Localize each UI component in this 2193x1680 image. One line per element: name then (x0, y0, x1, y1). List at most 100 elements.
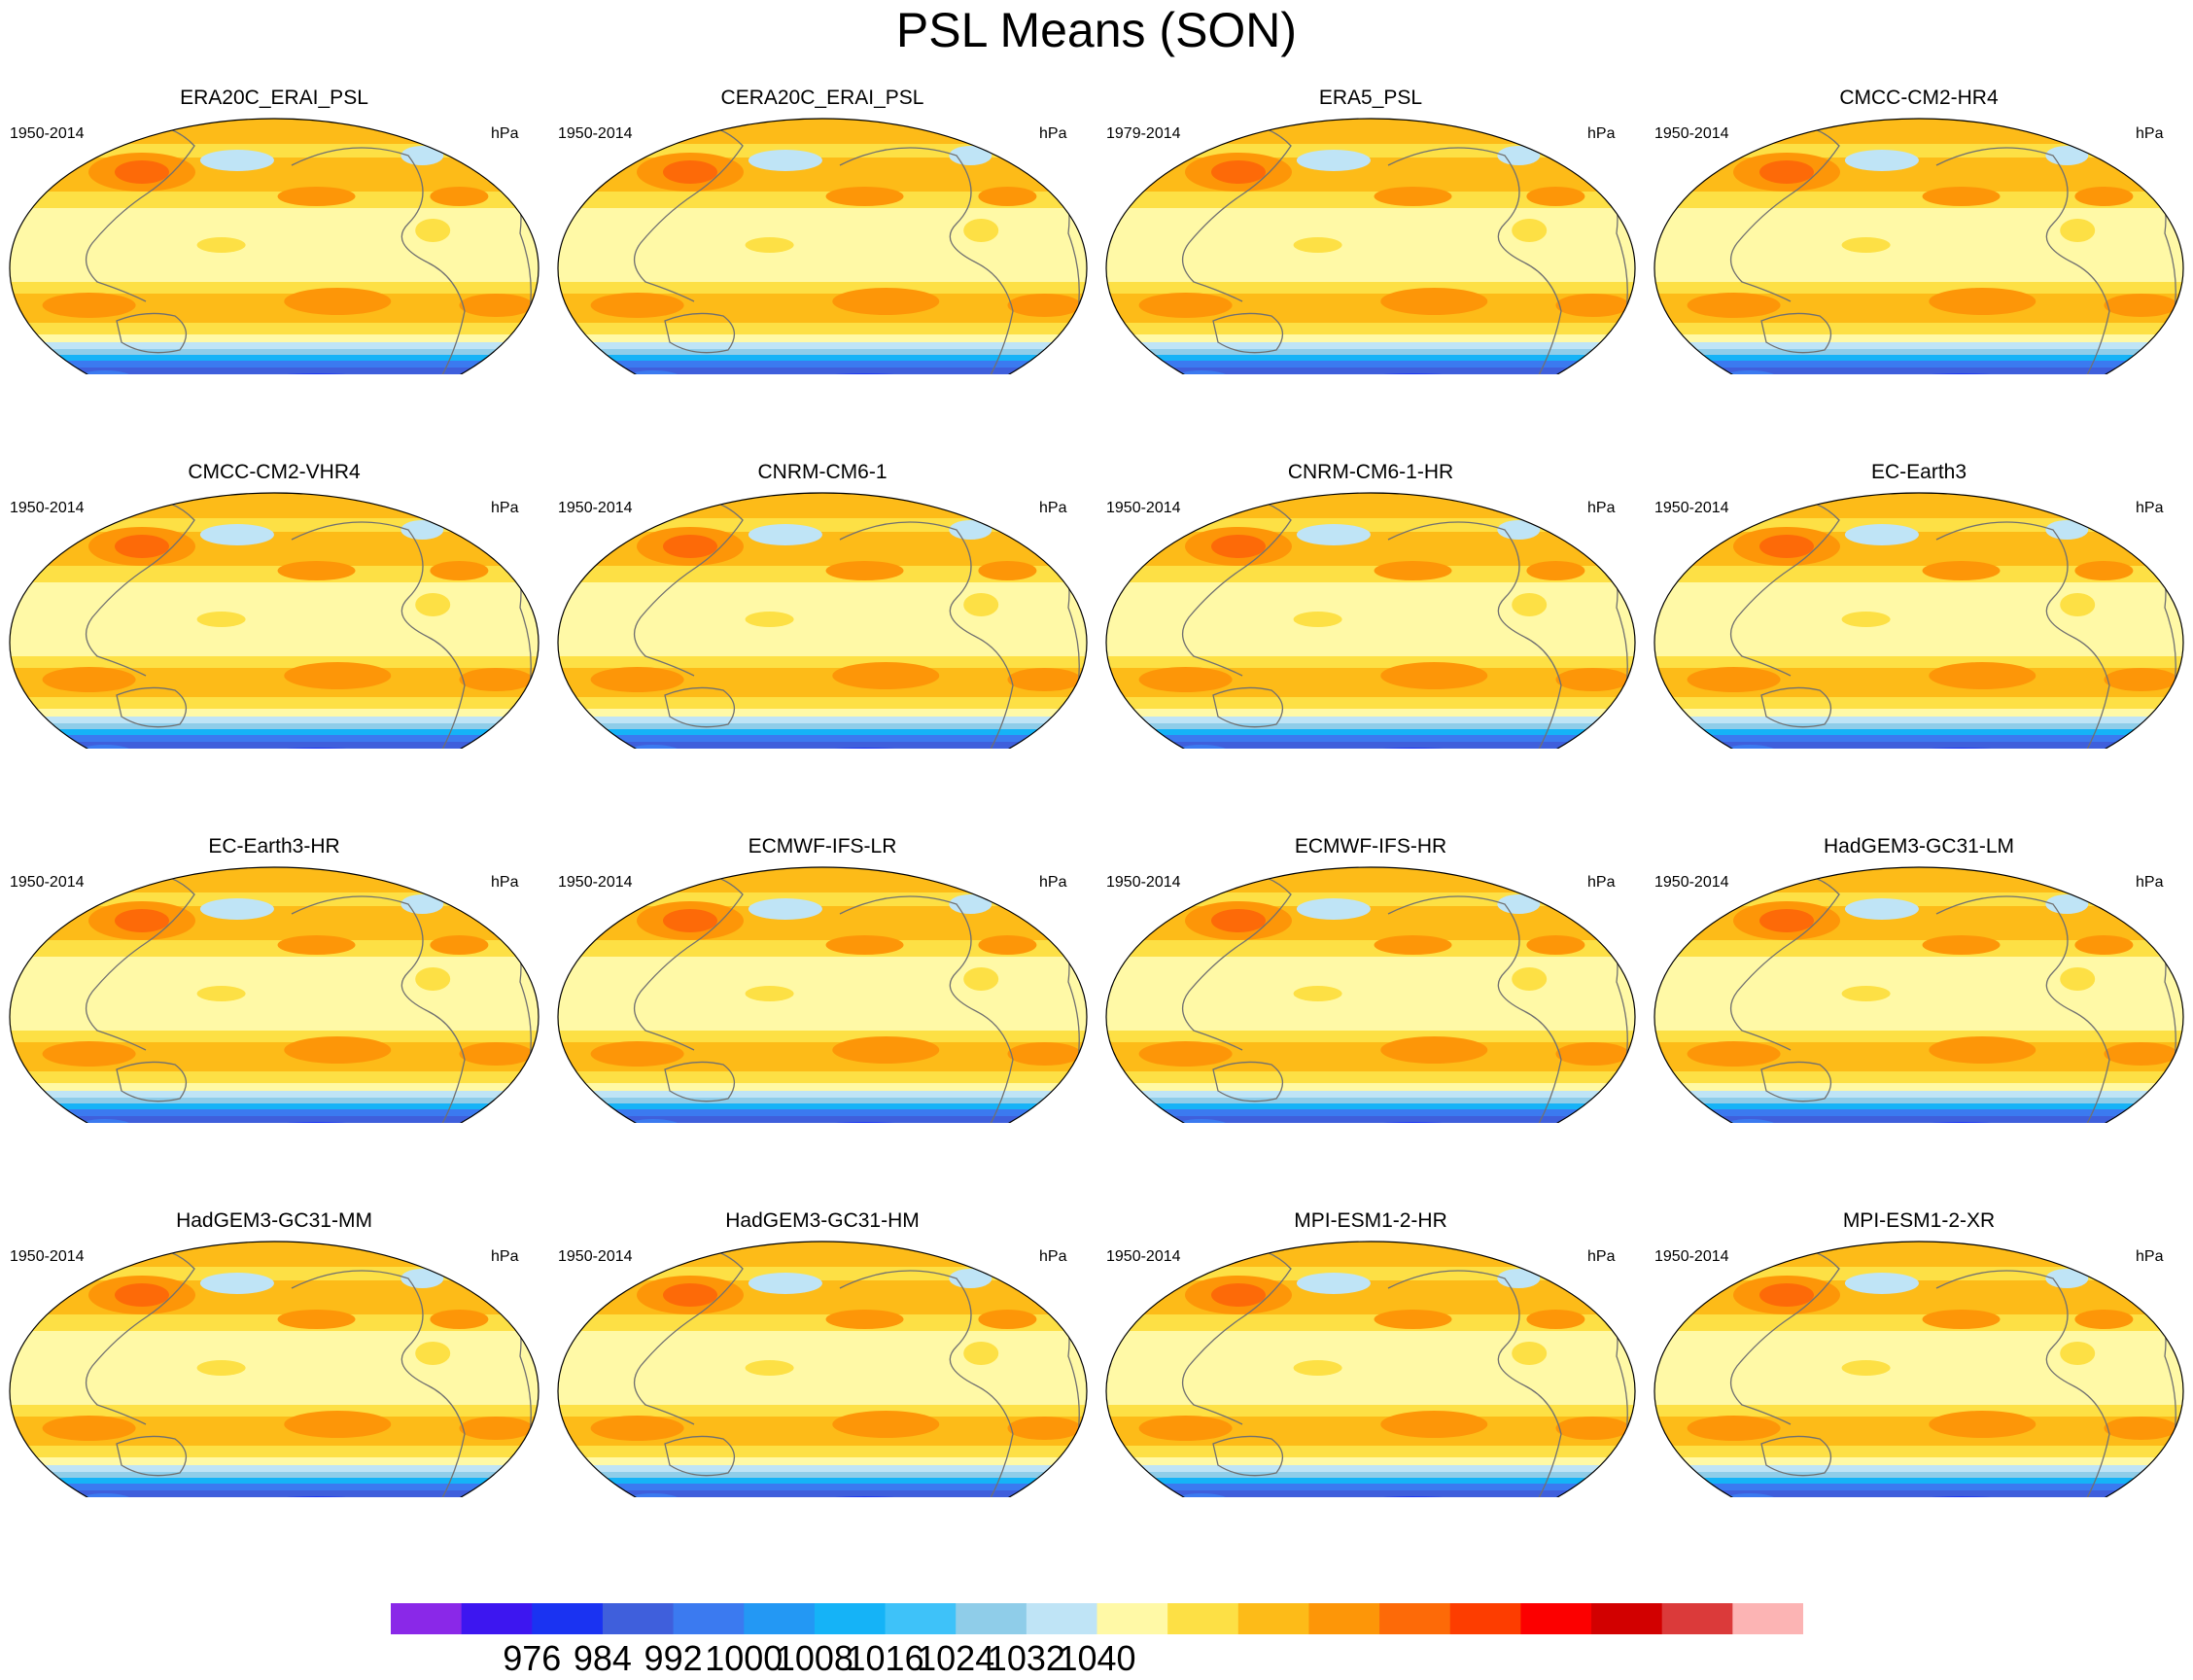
colorbar-label: 1016 (846, 1638, 924, 1678)
panel-units: hPa (1039, 125, 1067, 142)
panel-title: CMCC-CM2-VHR4 (188, 461, 361, 483)
psl-map (9, 492, 540, 749)
panel-title: MPI-ESM1-2-XR (1842, 1209, 1996, 1232)
panel-title: EC-Earth3-HR (208, 835, 340, 858)
panel-units: hPa (2136, 500, 2164, 516)
map-panel: MPI-ESM1-2-XR 1950-2014 hPa (1645, 1123, 2193, 1497)
psl-map (557, 866, 1088, 1123)
colorbar-label: 1040 (1058, 1638, 1136, 1678)
map-panel: HadGEM3-GC31-LM 1950-2014 hPa (1645, 749, 2193, 1123)
map-panel: EC-Earth3 1950-2014 hPa (1645, 374, 2193, 749)
psl-map (557, 492, 1088, 749)
panel-units: hPa (491, 874, 519, 891)
panel-title: HadGEM3-GC31-MM (176, 1209, 372, 1232)
psl-map (1105, 1241, 1636, 1497)
panel-years: 1950-2014 (1106, 874, 1181, 891)
panel-units: hPa (1587, 874, 1616, 891)
panel-title: CNRM-CM6-1-HR (1287, 461, 1454, 483)
colorbar-swatch (1026, 1603, 1097, 1634)
psl-map (1653, 118, 2184, 374)
map-fill (1106, 867, 1635, 1123)
colorbar-swatch (1661, 1603, 1733, 1634)
psl-map (9, 1241, 540, 1497)
map-fill (1106, 493, 1635, 749)
panel-years: 1950-2014 (1654, 500, 1729, 516)
map-fill (1106, 119, 1635, 374)
psl-map (1105, 118, 1636, 374)
colorbar-swatch (602, 1603, 675, 1634)
psl-map (1653, 866, 2184, 1123)
panel-title: MPI-ESM1-2-HR (1294, 1209, 1447, 1232)
map-fill (558, 119, 1087, 374)
colorbar-swatch (814, 1603, 887, 1634)
panel-years: 1950-2014 (10, 874, 85, 891)
colorbar-swatch (1591, 1603, 1663, 1634)
map-panel: CNRM-CM6-1-HR 1950-2014 hPa (1096, 374, 1645, 749)
panel-years: 1950-2014 (1654, 125, 1729, 142)
panel-years: 1950-2014 (10, 500, 85, 516)
map-fill (1654, 867, 2183, 1123)
colorbar-label: 992 (644, 1638, 703, 1678)
psl-map (1105, 866, 1636, 1123)
psl-map (557, 1241, 1088, 1497)
colorbar-swatch (391, 1603, 463, 1634)
colorbar-label: 1008 (775, 1638, 853, 1678)
map-fill (558, 493, 1087, 749)
map-fill (1654, 1242, 2183, 1497)
panel-units: hPa (2136, 125, 2164, 142)
map-panel: EC-Earth3-HR 1950-2014 hPa (0, 749, 548, 1123)
psl-map (1653, 492, 2184, 749)
psl-map (1653, 1241, 2184, 1497)
panel-years: 1950-2014 (558, 125, 633, 142)
map-fill (558, 867, 1087, 1123)
colorbar-swatch (1308, 1603, 1380, 1634)
colorbar-swatch (673, 1603, 745, 1634)
colorbar-swatch (532, 1603, 604, 1634)
map-panel: ECMWF-IFS-LR 1950-2014 hPa (548, 749, 1096, 1123)
panel-years: 1950-2014 (1654, 874, 1729, 891)
colorbar-labels: 976 984 992 1000 1008 1016 1024 1032 104… (391, 1639, 1803, 1678)
colorbar-swatch (1449, 1603, 1521, 1634)
map-fill (10, 119, 539, 374)
panel-years: 1950-2014 (10, 1248, 85, 1265)
panel-title: ERA5_PSL (1318, 87, 1423, 109)
colorbar-swatch (744, 1603, 816, 1634)
panel-units: hPa (491, 1248, 519, 1265)
map-panel: ERA5_PSL 1979-2014 hPa (1096, 0, 1645, 374)
panel-units: hPa (2136, 874, 2164, 891)
map-panel: ECMWF-IFS-HR 1950-2014 hPa (1096, 749, 1645, 1123)
panel-units: hPa (1587, 500, 1616, 516)
map-fill (10, 1242, 539, 1497)
psl-map (557, 118, 1088, 374)
panel-units: hPa (491, 125, 519, 142)
page-title: PSL Means (SON) (895, 3, 1298, 57)
panel-years: 1950-2014 (558, 500, 633, 516)
panel-years: 1979-2014 (1106, 125, 1181, 142)
colorbar-label: 976 (503, 1638, 562, 1678)
map-fill (10, 867, 539, 1123)
map-panel: ERA20C_ERAI_PSL 1950-2014 hPa (0, 0, 548, 374)
panel-title: HadGEM3-GC31-HM (725, 1209, 920, 1232)
map-panel: CMCC-CM2-HR4 1950-2014 hPa (1645, 0, 2193, 374)
panel-title: HadGEM3-GC31-LM (1823, 835, 2015, 858)
panel-title: ECMWF-IFS-LR (748, 835, 897, 858)
panel-title: ERA20C_ERAI_PSL (180, 87, 368, 109)
psl-map (9, 118, 540, 374)
panel-years: 1950-2014 (1106, 500, 1181, 516)
map-panel: CNRM-CM6-1 1950-2014 hPa (548, 374, 1096, 749)
colorbar-swatch (1167, 1603, 1239, 1634)
panel-units: hPa (1039, 500, 1067, 516)
panel-title: CMCC-CM2-HR4 (1839, 87, 1999, 109)
panel-years: 1950-2014 (558, 874, 633, 891)
panel-title: CERA20C_ERAI_PSL (720, 87, 924, 109)
map-fill (1654, 493, 2183, 749)
map-panel: HadGEM3-GC31-MM 1950-2014 hPa (0, 1123, 548, 1497)
panel-years: 1950-2014 (10, 125, 85, 142)
colorbar-label: 984 (573, 1638, 632, 1678)
colorbar-swatch (1379, 1603, 1451, 1634)
map-fill (10, 493, 539, 749)
panel-units: hPa (1587, 125, 1616, 142)
map-fill (558, 1242, 1087, 1497)
panel-units: hPa (1039, 1248, 1067, 1265)
